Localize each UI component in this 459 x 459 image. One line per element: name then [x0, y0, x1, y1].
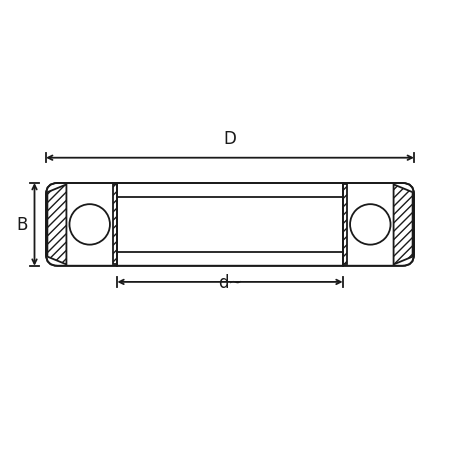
Polygon shape: [393, 185, 412, 265]
Circle shape: [69, 205, 110, 245]
Polygon shape: [47, 185, 66, 265]
Circle shape: [349, 205, 390, 245]
Text: d~: d~: [217, 274, 242, 291]
Text: B: B: [17, 216, 28, 234]
FancyBboxPatch shape: [46, 184, 413, 266]
Polygon shape: [342, 185, 346, 265]
Text: D: D: [223, 130, 236, 148]
Polygon shape: [113, 185, 117, 265]
